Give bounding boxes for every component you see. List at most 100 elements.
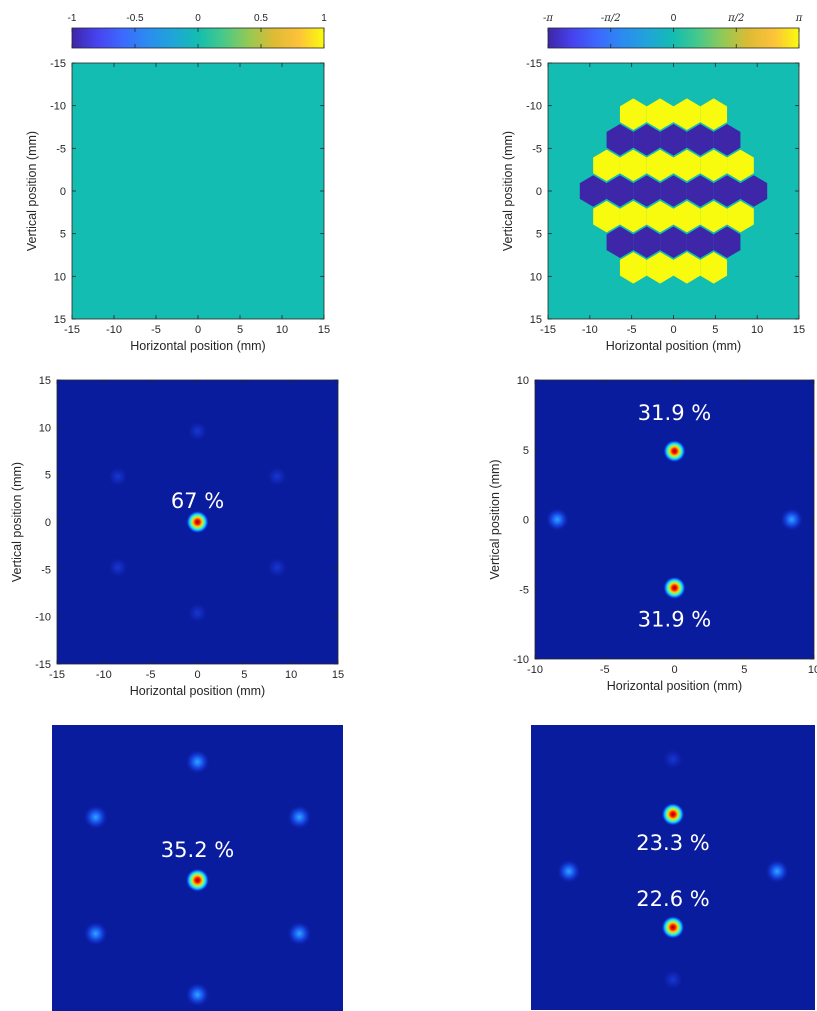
y-tick-label: 5: [60, 229, 66, 241]
x-tick-label: 0: [671, 664, 677, 676]
intensity-spot: [663, 439, 686, 463]
x-tick-label: 10: [808, 664, 817, 676]
x-axis-label: Horizontal position (mm): [606, 339, 741, 353]
y-tick-label: -5: [41, 564, 51, 576]
x-tick-label: 10: [285, 669, 297, 681]
hex-segment: [660, 175, 687, 207]
x-tick-label: 10: [751, 324, 763, 336]
colorbar-tick-label: 1: [321, 13, 327, 24]
efficiency-label: 23.3 %: [636, 831, 709, 855]
hex-segment: [593, 200, 620, 233]
y-axis-label: Vertical position (mm): [10, 462, 24, 582]
colorbar-tick-label: 0.5: [254, 13, 268, 24]
hex-segment: [700, 252, 728, 284]
y-tick-label: -15: [50, 58, 66, 70]
intensity-spot: [185, 982, 210, 1007]
intensity-spot: [187, 602, 208, 623]
x-tick-label: 5: [741, 664, 747, 676]
hex-segment: [646, 98, 674, 130]
colorbar-tick-label: -1: [68, 13, 77, 24]
x-tick-label: -10: [527, 664, 543, 676]
x-tick-label: -15: [540, 324, 556, 336]
intensity-spot: [779, 507, 804, 532]
y-tick-label: -15: [35, 659, 51, 671]
x-tick-label: -10: [106, 324, 122, 336]
y-tick-label: 15: [530, 314, 542, 326]
x-tick-label: -10: [96, 669, 112, 681]
y-tick-label: 5: [523, 445, 529, 457]
intensity-spot: [661, 915, 685, 939]
hex-segment: [740, 175, 768, 207]
hex-segment: [673, 252, 701, 284]
chart-middle-left: 67 % -15 -10 -5 0 5 10 15 -15 -10 -5 0 5 10 15 Horizont…: [10, 375, 344, 698]
intensity-spot: [662, 969, 684, 990]
x-tick-label: 0: [194, 669, 200, 681]
x-tick-label: -10: [582, 324, 598, 336]
plot-background: [535, 380, 814, 659]
y-tick-label: -10: [513, 654, 529, 666]
x-tick-label: -5: [600, 664, 610, 676]
x-tick-label: 5: [241, 669, 247, 681]
colorbar-tick-label: π/2: [727, 13, 744, 24]
hex-segment: [606, 175, 634, 207]
efficiency-label: 22.6 %: [636, 887, 709, 911]
y-tick-label: 0: [523, 515, 529, 527]
hex-segment: [686, 175, 714, 207]
hex-segment: [619, 200, 647, 233]
x-tick-label: -5: [146, 669, 156, 681]
y-tick-label: 10: [39, 422, 51, 434]
efficiency-label: 31.9 %: [638, 401, 711, 425]
chart-bottom-right: 23.3 % 22.6 %: [531, 725, 815, 1010]
y-axis-label: Vertical position (mm): [25, 131, 39, 251]
hex-segment: [606, 124, 634, 156]
hex-segment: [673, 200, 701, 233]
y-axis-label: Vertical position (mm): [501, 131, 515, 251]
colorbar-tick-label: π: [795, 13, 803, 24]
hex-segment: [660, 124, 687, 156]
intensity-spot: [287, 921, 312, 946]
hex-segment: [673, 149, 701, 182]
hex-segment: [646, 200, 674, 233]
x-tick-label: 10: [276, 324, 288, 336]
hex-segment: [619, 98, 647, 130]
intensity-spot: [107, 466, 128, 487]
hex-segment: [633, 175, 661, 207]
hex-segment: [713, 175, 741, 207]
x-tick-label: 0: [670, 324, 676, 336]
hex-segment: [727, 200, 754, 233]
efficiency-label: 35.2 %: [161, 838, 234, 862]
intensity-spot: [545, 507, 570, 532]
y-tick-label: 15: [54, 314, 66, 326]
colorbar-tick-label: 0: [671, 13, 677, 24]
hex-segment: [660, 226, 687, 258]
colorbar-tick-label: -0.5: [126, 13, 144, 24]
hex-segment: [727, 149, 754, 182]
y-tick-label: 10: [530, 271, 542, 283]
y-tick-label: 5: [536, 229, 542, 241]
chart-bottom-left: 35.2 %: [52, 725, 343, 1011]
intensity-spot: [185, 868, 210, 892]
y-tick-label: -10: [526, 101, 542, 113]
hex-segment: [593, 149, 620, 182]
y-tick-label: -5: [56, 143, 66, 155]
colorbar-tick-label: 0: [195, 13, 201, 24]
intensity-spot: [556, 859, 581, 884]
y-tick-label: 0: [536, 186, 542, 198]
y-tick-label: 15: [39, 375, 51, 387]
hex-segment: [700, 200, 728, 233]
y-tick-label: 10: [54, 271, 66, 283]
y-tick-label: -10: [35, 612, 51, 624]
hex-segment: [713, 124, 741, 156]
intensity-spot: [185, 749, 210, 775]
x-tick-label: 15: [793, 324, 805, 336]
hex-segment: [646, 149, 674, 182]
hex-segment: [686, 226, 714, 258]
y-tick-label: 0: [45, 517, 51, 529]
y-tick-label: 0: [60, 186, 66, 198]
x-tick-label: 5: [237, 324, 243, 336]
x-axis-label: Horizontal position (mm): [130, 684, 265, 698]
hex-segment: [579, 175, 607, 207]
efficiency-label: 31.9 %: [638, 608, 711, 632]
